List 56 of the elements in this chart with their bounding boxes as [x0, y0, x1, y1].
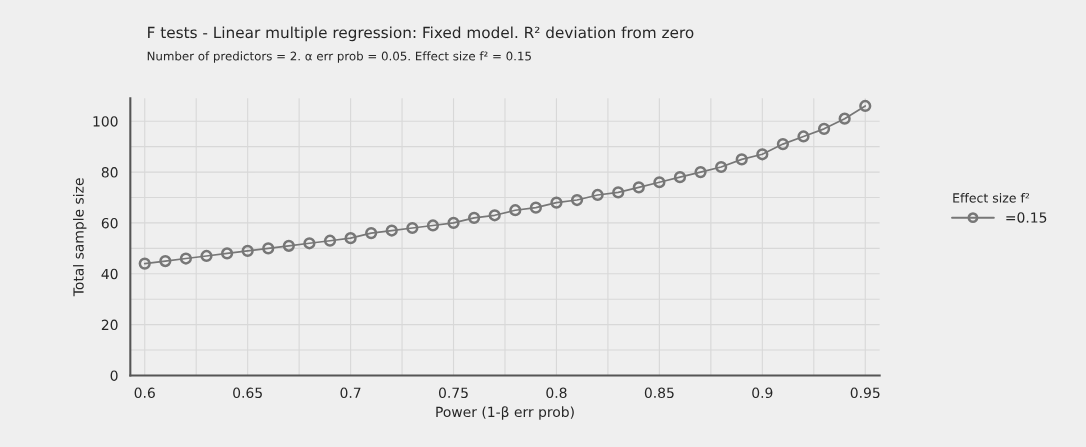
point	[262, 242, 275, 255]
chart-title: F tests - Linear multiple regression: Fixed model. R² deviation from zero	[148, 26, 694, 42]
point	[756, 148, 769, 161]
point	[241, 244, 254, 258]
point	[179, 252, 193, 265]
point	[653, 176, 666, 189]
point	[797, 130, 810, 143]
point	[138, 257, 151, 270]
x-tick-label: 0.65	[233, 387, 262, 399]
point	[447, 216, 460, 230]
point	[200, 249, 213, 263]
x-tick-label: 0.9	[752, 387, 773, 399]
point	[694, 165, 707, 179]
y-tick-label: 0	[110, 370, 118, 381]
point	[817, 122, 831, 135]
point	[632, 181, 645, 194]
x-axis-title: Power (1-β err prob)	[436, 406, 574, 420]
point	[488, 209, 501, 222]
point	[468, 211, 481, 224]
point	[303, 237, 316, 250]
x-tick-label: 0.7	[340, 387, 361, 399]
x-tick-label: 0.75	[438, 387, 468, 399]
y-tick-label: 100	[93, 116, 118, 127]
y-tick-label: 20	[101, 319, 118, 331]
point	[673, 171, 687, 184]
point	[529, 201, 542, 214]
point	[509, 204, 522, 217]
point	[591, 188, 604, 202]
x-tick-label: 0.85	[644, 387, 674, 399]
point	[385, 224, 398, 237]
point	[735, 153, 748, 166]
point	[365, 226, 378, 240]
point	[612, 186, 625, 199]
legend-title: Effect size f²	[953, 192, 1030, 203]
legend-label: =0.15	[1006, 212, 1047, 223]
point	[550, 196, 563, 209]
point	[282, 239, 295, 252]
y-tick-label: 60	[101, 217, 118, 229]
y-tick-label: 40	[101, 268, 118, 280]
point	[570, 193, 584, 207]
point	[715, 160, 728, 174]
x-tick-label: 0.95	[850, 387, 880, 399]
x-tick-label: 0.6	[134, 387, 155, 399]
chart-subtitle: Number of predictors = 2. α err prob = 0.05. Effect size f² = 0.15	[147, 51, 531, 63]
point	[426, 219, 440, 232]
y-tick-label: 80	[101, 167, 118, 178]
x-tick-label: 0.8	[546, 387, 567, 399]
point	[776, 137, 790, 151]
point	[323, 234, 337, 247]
y-axis-title: Total sample size	[73, 178, 87, 297]
point	[220, 247, 234, 260]
point	[859, 99, 872, 113]
point	[344, 232, 357, 245]
point	[838, 112, 851, 125]
point	[406, 221, 419, 235]
point	[159, 254, 172, 268]
